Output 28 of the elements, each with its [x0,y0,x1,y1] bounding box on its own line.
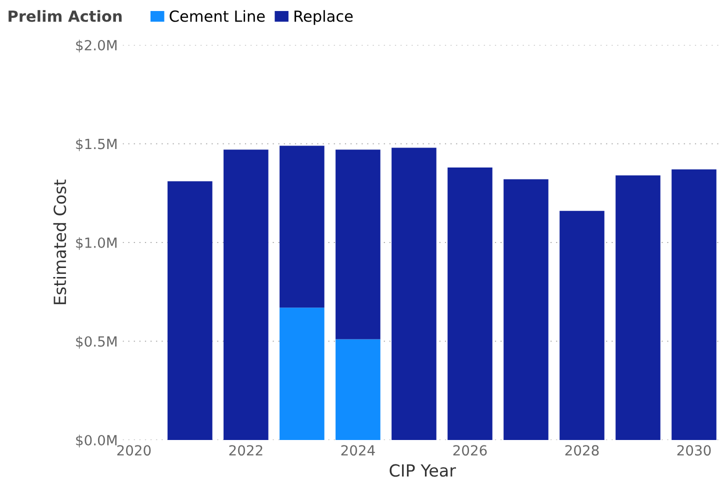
y-tick-label: $1.5M [76,138,117,152]
y-tick-label: $2.0M [76,40,117,52]
y-tick-label: $0.5M [76,336,117,349]
legend-label: Replace [294,10,353,25]
legend-label: Cement Line [170,10,265,22]
x-tick-label: 2028 [565,445,599,456]
x-tick-label: 2022 [229,445,262,456]
y-tick-label: $1.0M [76,237,117,250]
x-tick-label: 2020 [117,445,151,456]
bar [168,181,212,440]
y-axis-title: Estimated Cost [53,180,66,304]
bar [672,169,716,440]
bar [448,167,492,440]
bar [504,179,548,440]
bar [336,339,380,440]
bar [336,150,380,340]
bar [392,148,436,440]
bar [280,146,324,308]
bar [224,150,268,440]
x-axis-title: CIP Year [390,464,456,477]
legend-title: Prelim Action [8,10,122,22]
bar [280,308,324,440]
x-tick-label: 2024 [341,445,375,456]
x-tick-label: 2030 [677,445,711,456]
x-tick-label: 2026 [453,445,487,456]
bar [616,175,660,440]
y-tick-label: $0.0M [76,434,117,448]
bar [560,210,604,440]
